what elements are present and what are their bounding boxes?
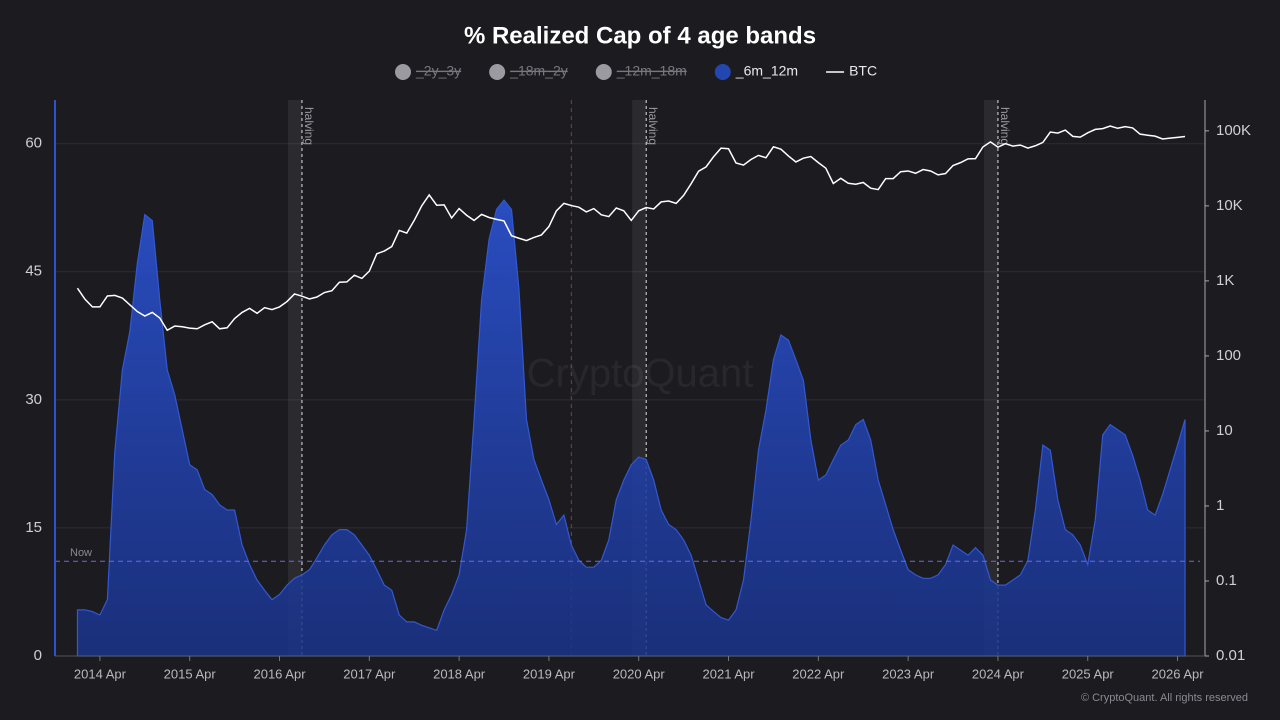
- btc-line: [76, 125, 1186, 332]
- y-tick-label: 30: [25, 391, 42, 408]
- legend-swatch: [595, 64, 612, 80]
- area: [76, 199, 1186, 657]
- x-tick-label: 2014 Apr: [74, 666, 127, 681]
- x-tick-label: 2018 Apr: [433, 666, 486, 681]
- x-tick-label: 2017 Apr: [343, 666, 396, 681]
- y-tick-label: 45: [25, 263, 42, 280]
- halving-label: halving: [646, 107, 660, 145]
- x-tick-label: 2023 Apr: [882, 666, 935, 681]
- y-tick-label: 60: [25, 135, 42, 152]
- legend-label: BTC: [849, 63, 877, 79]
- y2-tick-label: 0.1: [1216, 572, 1237, 589]
- x-tick-label: 2020 Apr: [613, 666, 666, 681]
- x-tick-label: 2022 Apr: [792, 666, 845, 681]
- legend-label: _18m_2y: [509, 63, 568, 79]
- halving-label: halving: [998, 107, 1012, 145]
- y2-tick-label: 100K: [1216, 122, 1251, 139]
- legend-item[interactable]: _18m_2y: [489, 63, 568, 80]
- halving-band: [983, 100, 998, 656]
- legend-label: _12m_18m: [616, 63, 687, 79]
- halving-band: [287, 100, 302, 656]
- legend-item[interactable]: _6m_12m: [714, 63, 798, 80]
- legend-item[interactable]: BTC: [826, 63, 877, 79]
- now-label: Now: [70, 547, 92, 559]
- x-tick-label: 2016 Apr: [253, 666, 306, 681]
- y2-tick-label: 10K: [1216, 197, 1243, 214]
- watermark: CryptoQuant: [527, 352, 754, 396]
- x-tick-label: 2025 Apr: [1062, 666, 1115, 681]
- y-tick-label: 15: [25, 519, 42, 536]
- legend-label: _6m_12m: [735, 63, 798, 79]
- y2-tick-label: 100: [1216, 347, 1241, 364]
- x-tick-label: 2024 Apr: [972, 666, 1025, 681]
- y2-tick-label: 1K: [1216, 272, 1234, 289]
- legend-label: _2y_3y: [415, 63, 461, 79]
- chart-title: % Realized Cap of 4 age bands: [464, 22, 816, 49]
- legend-item[interactable]: _2y_3y: [395, 63, 461, 80]
- halving-label: halving: [302, 107, 316, 145]
- y2-tick-label: 0.01: [1216, 647, 1245, 664]
- x-tick-label: 2026 Apr: [1152, 666, 1205, 681]
- x-tick-label: 2021 Apr: [703, 666, 756, 681]
- legend-swatch: [489, 64, 506, 80]
- footer: © CryptoQuant. All rights reserved: [1081, 692, 1248, 704]
- x-tick-label: 2015 Apr: [164, 666, 217, 681]
- legend-swatch: [714, 64, 731, 80]
- y-tick-label: 0: [34, 647, 42, 664]
- x-tick-label: 2019 Apr: [523, 666, 576, 681]
- y2-tick-label: 1: [1216, 497, 1224, 514]
- legend-item[interactable]: _12m_18m: [595, 63, 687, 80]
- y2-tick-label: 10: [1216, 422, 1233, 439]
- legend-swatch: [395, 64, 411, 80]
